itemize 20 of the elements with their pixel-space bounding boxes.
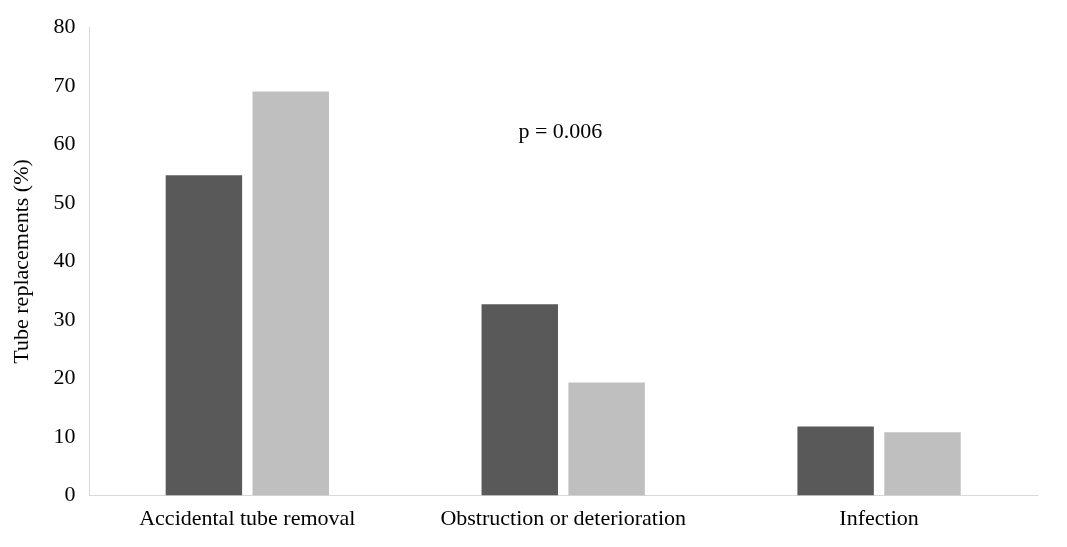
bar — [797, 426, 874, 496]
y-tick-label: 40 — [53, 247, 76, 273]
bar — [252, 91, 329, 496]
y-tick-label: 50 — [53, 188, 76, 214]
x-tick-label: Accidental tube removal — [139, 504, 356, 530]
y-axis-title: Tube replacements (%) — [7, 159, 33, 364]
y-tick-label: 30 — [53, 305, 76, 331]
x-tick-label: Infection — [839, 504, 919, 530]
bar — [568, 382, 645, 496]
y-tick-label: 10 — [53, 422, 76, 448]
bar — [884, 432, 961, 496]
y-tick-label: 20 — [53, 364, 76, 390]
y-tick-label: 60 — [53, 130, 76, 156]
y-tick-label: 0 — [64, 481, 76, 507]
x-tick-label: Obstruction or deterioration — [440, 504, 686, 530]
bar — [165, 175, 243, 496]
bar — [481, 304, 558, 496]
y-tick-label: 70 — [53, 71, 76, 97]
annotation: p = 0.006 — [518, 118, 603, 143]
y-tick-label: 80 — [53, 12, 76, 38]
